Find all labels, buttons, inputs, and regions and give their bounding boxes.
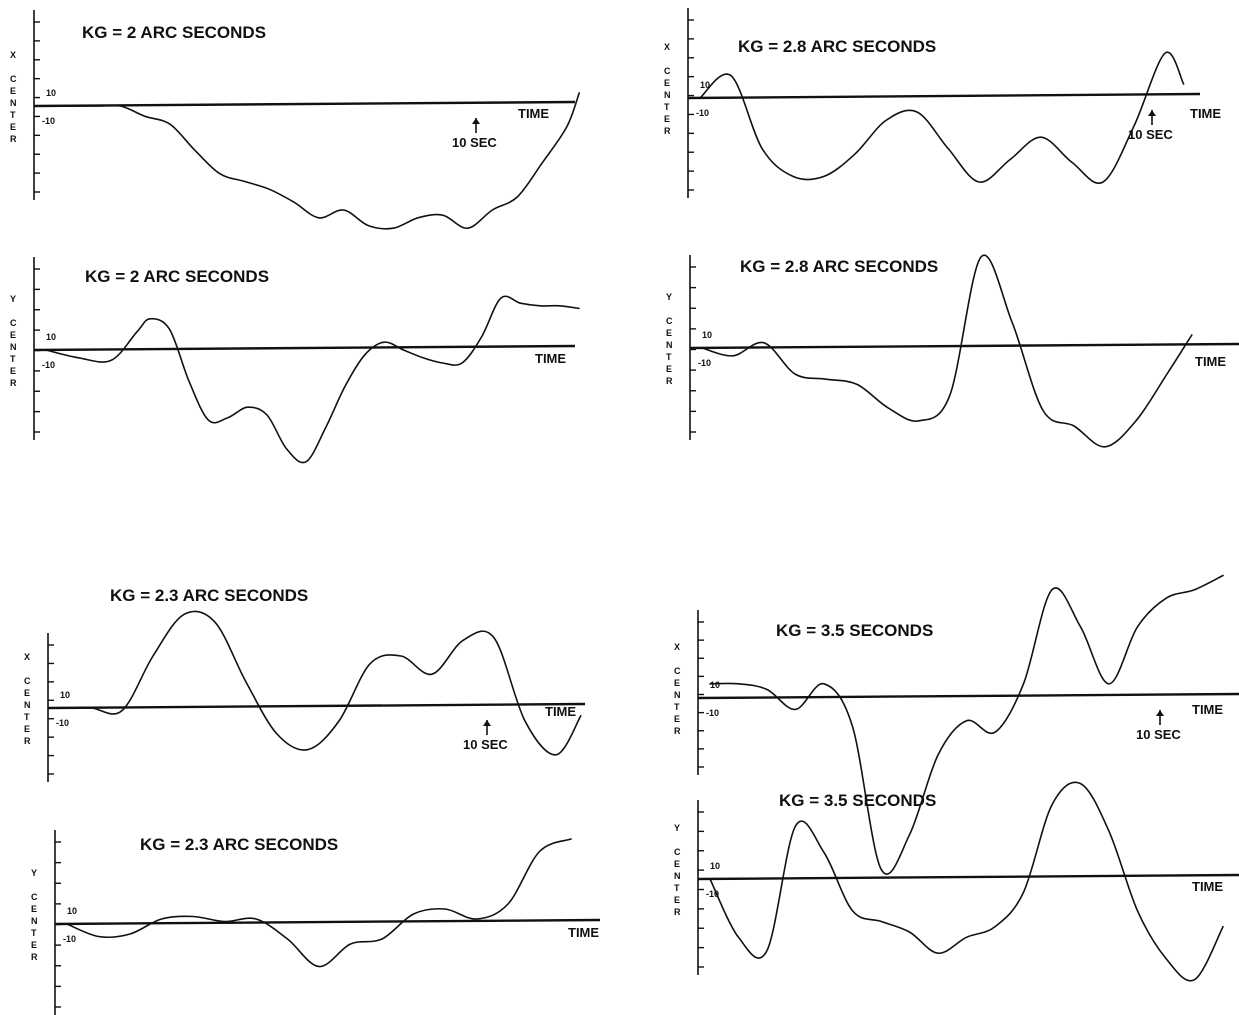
tick-label: 10 [710, 861, 720, 871]
chart-title: KG = 2 ARC SECONDS [82, 23, 266, 42]
series-line [709, 574, 1224, 875]
tick-label: 10 [60, 690, 70, 700]
tick-label: -10 [698, 358, 711, 368]
baseline [687, 92, 1201, 100]
tick-label: -10 [63, 934, 76, 944]
baseline [33, 100, 576, 108]
marker-label: 10 SEC [1136, 727, 1181, 742]
chart-title: KG = 3.5 SECONDS [776, 621, 933, 640]
x-axis-label: TIME [518, 106, 549, 121]
baseline [33, 344, 576, 352]
series-line [699, 51, 1185, 185]
x-axis-label: TIME [545, 704, 576, 719]
panel-8: Y C E N T E R 10 -10 KG = 3.5 SECONDS TIME [674, 781, 1239, 982]
baseline [54, 918, 601, 926]
series-line [701, 254, 1193, 448]
baseline [697, 692, 1239, 700]
tick-label: -10 [42, 360, 55, 370]
chart-title: KG = 2.3 ARC SECONDS [140, 835, 338, 854]
marker-label: 10 SEC [1128, 127, 1173, 142]
x-axis-label: TIME [1195, 354, 1226, 369]
marker-arrowhead [483, 720, 491, 726]
tick-label: -10 [42, 116, 55, 126]
series-line [59, 610, 582, 756]
panel-7: X C E N T E R 10 -10 KG = 3.5 SECONDS TIME 10 SEC [674, 574, 1239, 875]
x-axis-label: TIME [535, 351, 566, 366]
baseline [47, 702, 586, 710]
x-axis-label: TIME [568, 925, 599, 940]
marker-label: 10 SEC [452, 135, 497, 150]
tick-label: 10 [702, 330, 712, 340]
panel-6: Y C E N T E R 10 -10 KG = 2.8 ARC SECONDS TIME [666, 254, 1239, 448]
panel-2: Y C E N T E R 10 -10 KG = 2 ARC SECONDS TIME [10, 257, 580, 464]
x-axis-label: TIME [1192, 702, 1223, 717]
panel-4: Y C E N T E R 10 -10 KG = 2.3 ARC SECONDS TIME [31, 830, 601, 1015]
marker-arrowhead [472, 118, 480, 124]
panel-1: X C E N T E R 10 -10 KG = 2 ARC SECONDS TIME 10 SEC [10, 10, 580, 230]
panel-5: X C E N T E R 10 -10 KG = 2.8 ARC SECONDS TIME 10 S… [664, 8, 1221, 198]
tick-label: -10 [56, 718, 69, 728]
marker-label: 10 SEC [463, 737, 508, 752]
series-line [45, 92, 580, 230]
marker-arrowhead [1148, 110, 1156, 116]
baseline [697, 873, 1239, 881]
panel-3: X C E N T E R 10 -10 KG = 2.3 ARC SECONDS TIME 10 S… [24, 586, 586, 782]
tick-label: -10 [706, 889, 719, 899]
series-line [709, 781, 1224, 982]
marker-arrowhead [1156, 710, 1164, 716]
tick-label: 10 [46, 332, 56, 342]
tick-label: -10 [696, 108, 709, 118]
baseline [689, 342, 1239, 350]
chart-title: KG = 2.8 ARC SECONDS [738, 37, 936, 56]
chart-title: KG = 3.5 SECONDS [779, 791, 936, 810]
tick-label: 10 [46, 88, 56, 98]
chart-title: KG = 2 ARC SECONDS [85, 267, 269, 286]
tick-label: 10 [710, 680, 720, 690]
series-line [45, 295, 580, 464]
tick-label: 10 [67, 906, 77, 916]
tick-label: 10 [700, 80, 710, 90]
tick-label: -10 [706, 708, 719, 718]
chart-title: KG = 2.3 ARC SECONDS [110, 586, 308, 605]
chart-title: KG = 2.8 ARC SECONDS [740, 257, 938, 276]
series-line [66, 838, 572, 968]
x-axis-label: TIME [1190, 106, 1221, 121]
x-axis-label: TIME [1192, 879, 1223, 894]
